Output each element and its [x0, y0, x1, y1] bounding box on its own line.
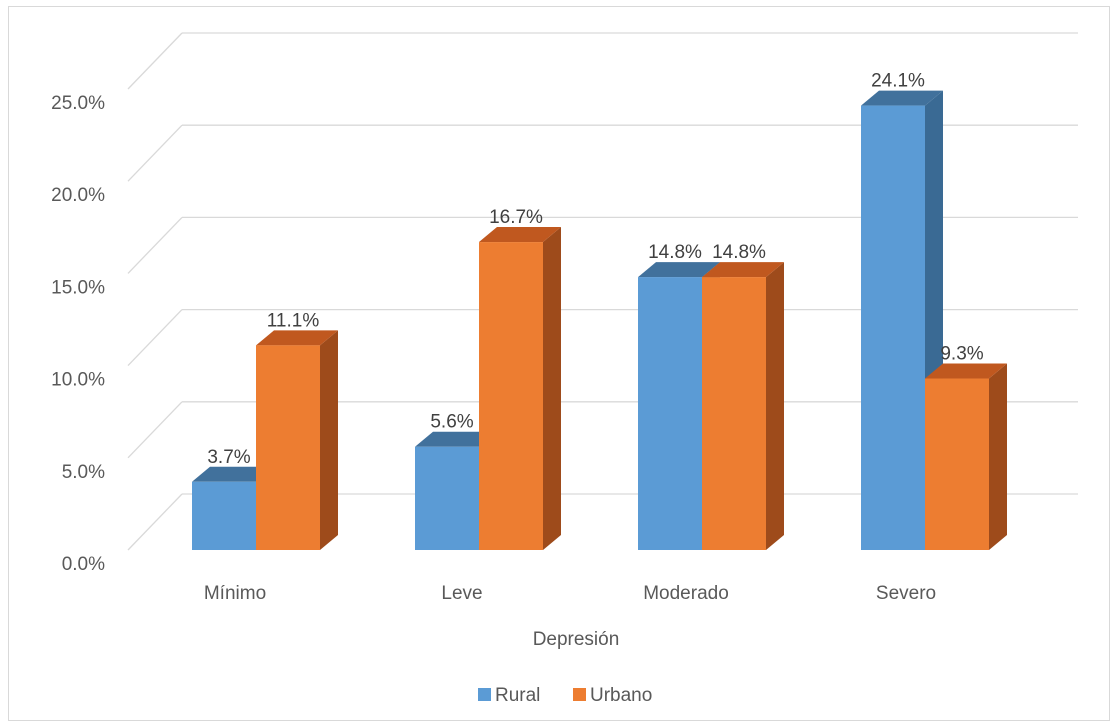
data-label: 16.7% [489, 207, 543, 228]
y-tick-label: 10.0% [51, 370, 105, 391]
legend[interactable]: Rural Urbano [478, 685, 652, 706]
bar-urbano-1 [479, 227, 561, 550]
bar-front [256, 345, 320, 550]
bar-front [638, 277, 702, 550]
bar-top [702, 262, 784, 278]
gridline-diagonal [127, 493, 183, 551]
data-label: 24.1% [871, 71, 925, 92]
bar-rural-2 [638, 262, 720, 550]
y-tick-label: 15.0% [51, 277, 105, 298]
gridline-diagonal [127, 32, 183, 90]
legend-swatch [478, 688, 491, 701]
legend-item-rural[interactable]: Rural [478, 685, 540, 706]
gridline-diagonal [127, 216, 183, 274]
bar-urbano-0 [256, 330, 338, 550]
bar-side [766, 262, 784, 550]
y-tick-label: 5.0% [62, 462, 105, 483]
legend-item-urbano[interactable]: Urbano [573, 685, 652, 706]
bar-urbano-2 [702, 262, 784, 550]
bar-front [861, 105, 925, 550]
legend-label: Urbano [590, 685, 652, 706]
y-tick-label: 25.0% [51, 93, 105, 114]
data-label: 14.8% [712, 242, 766, 263]
x-axis-ticks: Mínimo Leve Moderado Severo [204, 583, 936, 604]
data-label: 9.3% [940, 344, 983, 365]
bar-top [861, 90, 943, 106]
bar-top [192, 466, 274, 482]
gridline-diagonal [127, 401, 183, 459]
bar-front [479, 242, 543, 550]
y-axis-ticks: 0.0% 5.0% 10.0% 15.0% 20.0% 25.0% [51, 93, 105, 575]
bar-top [925, 363, 1007, 379]
bar-top [479, 227, 561, 243]
bars-layer [192, 90, 1007, 550]
x-axis-title: Depresión [533, 629, 620, 650]
data-label: 5.6% [430, 412, 473, 433]
bar-side [543, 227, 561, 550]
y-tick-label: 0.0% [62, 554, 105, 575]
bar-front [702, 277, 766, 550]
x-tick-label: Mínimo [204, 583, 266, 604]
data-labels-layer: 3.7% 11.1% 5.6% 16.7% 14.8% 14.8% 24.1% 9.3% [207, 71, 983, 468]
x-tick-label: Leve [441, 583, 482, 604]
bar-front [925, 378, 989, 550]
bar-top [415, 431, 497, 447]
bar-side [989, 363, 1007, 550]
data-label: 11.1% [267, 310, 320, 331]
bar-side [320, 330, 338, 550]
gridline-diagonal [127, 309, 183, 367]
legend-label: Rural [495, 685, 540, 706]
data-label: 3.7% [207, 447, 250, 468]
y-tick-label: 20.0% [51, 185, 105, 206]
x-tick-label: Severo [876, 583, 936, 604]
data-label: 14.8% [648, 242, 702, 263]
gridline-diagonal [127, 124, 183, 182]
x-tick-label: Moderado [643, 583, 729, 604]
bar-urbano-3 [925, 363, 1007, 550]
bar-front [415, 446, 479, 550]
bar-top [638, 262, 720, 278]
legend-swatch [573, 688, 586, 701]
bar-front [192, 481, 256, 550]
bar-top [256, 330, 338, 346]
